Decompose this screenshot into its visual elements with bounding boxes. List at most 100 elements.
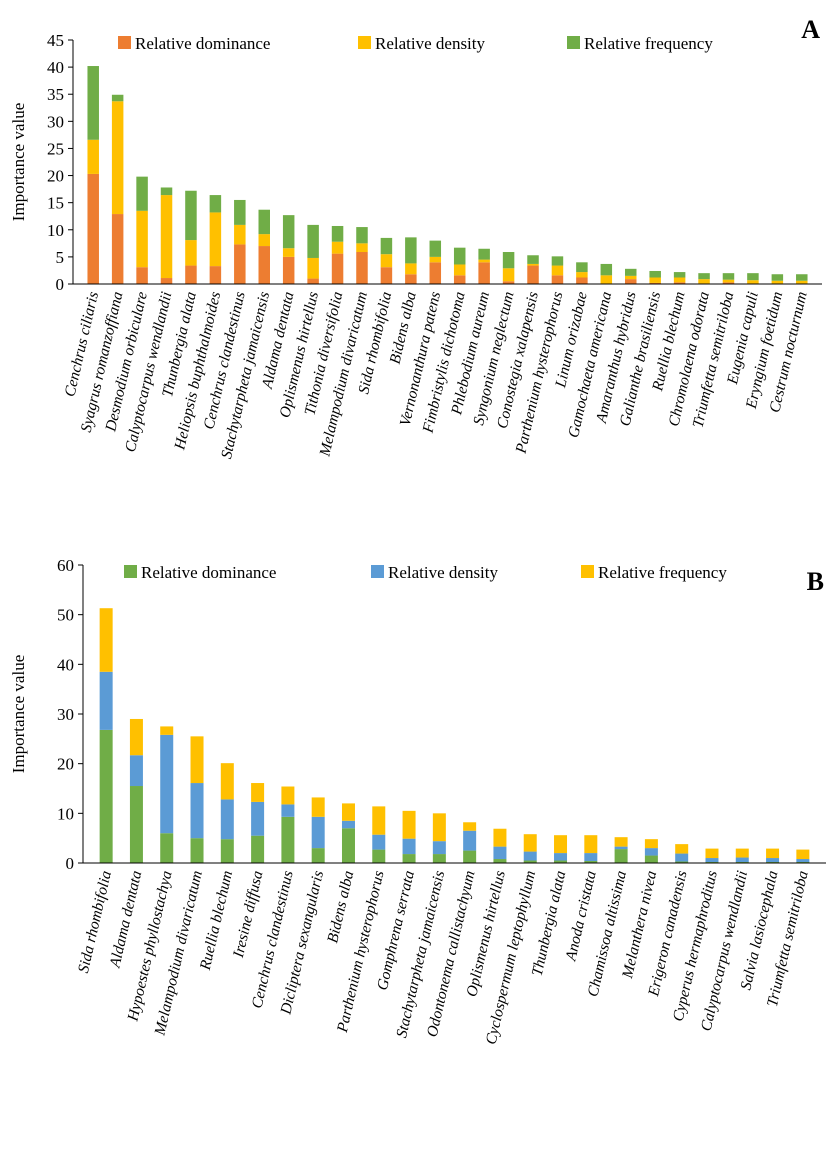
legend-entry: Relative density bbox=[375, 34, 486, 53]
bar-segment bbox=[478, 248, 490, 260]
bar-segment bbox=[380, 237, 393, 255]
bar-segment bbox=[463, 830, 477, 851]
bar-segment bbox=[190, 838, 204, 863]
bar-segment bbox=[372, 849, 386, 863]
bar-segment bbox=[493, 828, 507, 847]
bar-segment bbox=[502, 268, 515, 282]
bar-segment bbox=[160, 278, 173, 284]
bar-segment bbox=[432, 854, 446, 863]
bar-segment bbox=[478, 262, 490, 284]
bar-segment bbox=[584, 861, 598, 863]
bar-segment bbox=[576, 277, 588, 284]
legend-swatch bbox=[371, 565, 384, 578]
bar-segment bbox=[649, 270, 661, 278]
bar-segment bbox=[220, 799, 234, 840]
legend-entry: Relative frequency bbox=[584, 34, 713, 53]
x-category-label: Bidens alba bbox=[324, 869, 357, 945]
bar-segment bbox=[160, 187, 173, 196]
bar-segment bbox=[644, 839, 658, 849]
bar-segment bbox=[771, 274, 784, 281]
bar-segment bbox=[502, 281, 515, 284]
bar-segment bbox=[87, 66, 99, 140]
y-tick-label: 0 bbox=[66, 854, 75, 873]
bar-segment bbox=[478, 259, 490, 263]
bar-segment bbox=[311, 816, 325, 849]
bar-segment bbox=[576, 262, 588, 273]
bar-segment bbox=[111, 94, 124, 102]
bar-segment bbox=[463, 850, 477, 863]
bar-segment bbox=[493, 846, 507, 860]
bar-segment bbox=[766, 858, 780, 863]
bar-segment bbox=[523, 851, 537, 861]
bar-segment bbox=[331, 253, 344, 284]
bar-segment bbox=[160, 726, 174, 735]
bar-segment bbox=[307, 224, 319, 258]
bar-segment bbox=[527, 265, 539, 284]
y-tick-label: 0 bbox=[56, 275, 65, 294]
y-tick-label: 60 bbox=[57, 556, 74, 575]
y-tick-label: 10 bbox=[47, 221, 64, 240]
x-category-label: Iresine diffusa bbox=[230, 869, 267, 960]
bar-segment bbox=[129, 786, 143, 863]
bar-segment bbox=[722, 273, 735, 280]
bar-segment bbox=[311, 848, 325, 863]
bar-segment bbox=[771, 280, 784, 284]
legend-swatch bbox=[124, 565, 137, 578]
bar-segment bbox=[722, 282, 735, 284]
bar-segment bbox=[747, 273, 759, 281]
bar-segment bbox=[372, 806, 386, 835]
bar-segment bbox=[614, 846, 628, 850]
panel-label: B bbox=[807, 567, 824, 596]
bar-segment bbox=[136, 176, 148, 211]
y-tick-label: 30 bbox=[57, 705, 74, 724]
bar-segment bbox=[551, 275, 564, 284]
bar-segment bbox=[372, 834, 386, 850]
bar-segment bbox=[705, 858, 719, 863]
bar-segment bbox=[453, 264, 466, 276]
bar-segment bbox=[796, 859, 810, 863]
bar-segment bbox=[111, 214, 124, 284]
bar-segment bbox=[432, 841, 446, 855]
y-axis-title: Importance value bbox=[9, 655, 28, 773]
y-tick-label: 45 bbox=[47, 31, 64, 50]
bar-segment bbox=[356, 252, 368, 284]
bar-segment bbox=[502, 252, 515, 269]
y-tick-label: 40 bbox=[57, 655, 74, 674]
bar-segment bbox=[99, 608, 113, 672]
legend-swatch bbox=[567, 36, 580, 49]
bar-segment bbox=[282, 215, 295, 249]
bar-segment bbox=[405, 237, 417, 264]
bar-segment bbox=[453, 275, 466, 284]
bar-segment bbox=[341, 803, 355, 821]
y-tick-label: 15 bbox=[47, 194, 64, 213]
bar-segment bbox=[307, 278, 319, 284]
bar-segment bbox=[356, 243, 368, 253]
bar-segment bbox=[673, 282, 686, 284]
bar-segment bbox=[111, 101, 124, 215]
y-tick-label: 10 bbox=[57, 804, 74, 823]
bar-segment bbox=[463, 822, 477, 831]
bar-segment bbox=[99, 671, 113, 730]
bar-segment bbox=[722, 279, 735, 283]
bar-segment bbox=[625, 268, 637, 276]
bar-segment bbox=[402, 810, 416, 839]
bar-segment bbox=[705, 848, 719, 859]
legend-entry: Relative frequency bbox=[598, 563, 727, 582]
bar-segment bbox=[282, 248, 295, 257]
bar-segment bbox=[160, 195, 173, 279]
bar-segment bbox=[209, 212, 222, 267]
bar-segment bbox=[429, 262, 442, 284]
bar-segment bbox=[209, 266, 222, 284]
bar-segment bbox=[185, 265, 197, 284]
bar-segment bbox=[234, 244, 246, 284]
y-tick-label: 35 bbox=[47, 85, 64, 104]
bar-segment bbox=[766, 848, 780, 859]
y-tick-label: 40 bbox=[47, 58, 64, 77]
bar-segment bbox=[129, 718, 143, 756]
bar-segment bbox=[584, 853, 598, 862]
bar-segment bbox=[523, 834, 537, 852]
bar-segment bbox=[99, 729, 113, 863]
bar-segment bbox=[584, 835, 598, 854]
